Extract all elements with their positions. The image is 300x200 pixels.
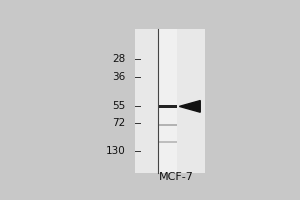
Bar — [158, 141, 177, 143]
Bar — [135, 29, 205, 173]
Bar — [158, 105, 177, 108]
Text: 28: 28 — [112, 54, 126, 64]
Text: 130: 130 — [106, 146, 126, 156]
Text: 55: 55 — [112, 101, 126, 111]
Bar — [158, 124, 177, 126]
Polygon shape — [179, 101, 200, 112]
Text: MCF-7: MCF-7 — [158, 172, 193, 182]
Text: 36: 36 — [112, 72, 126, 82]
Text: 72: 72 — [112, 118, 126, 128]
Bar — [158, 29, 177, 173]
